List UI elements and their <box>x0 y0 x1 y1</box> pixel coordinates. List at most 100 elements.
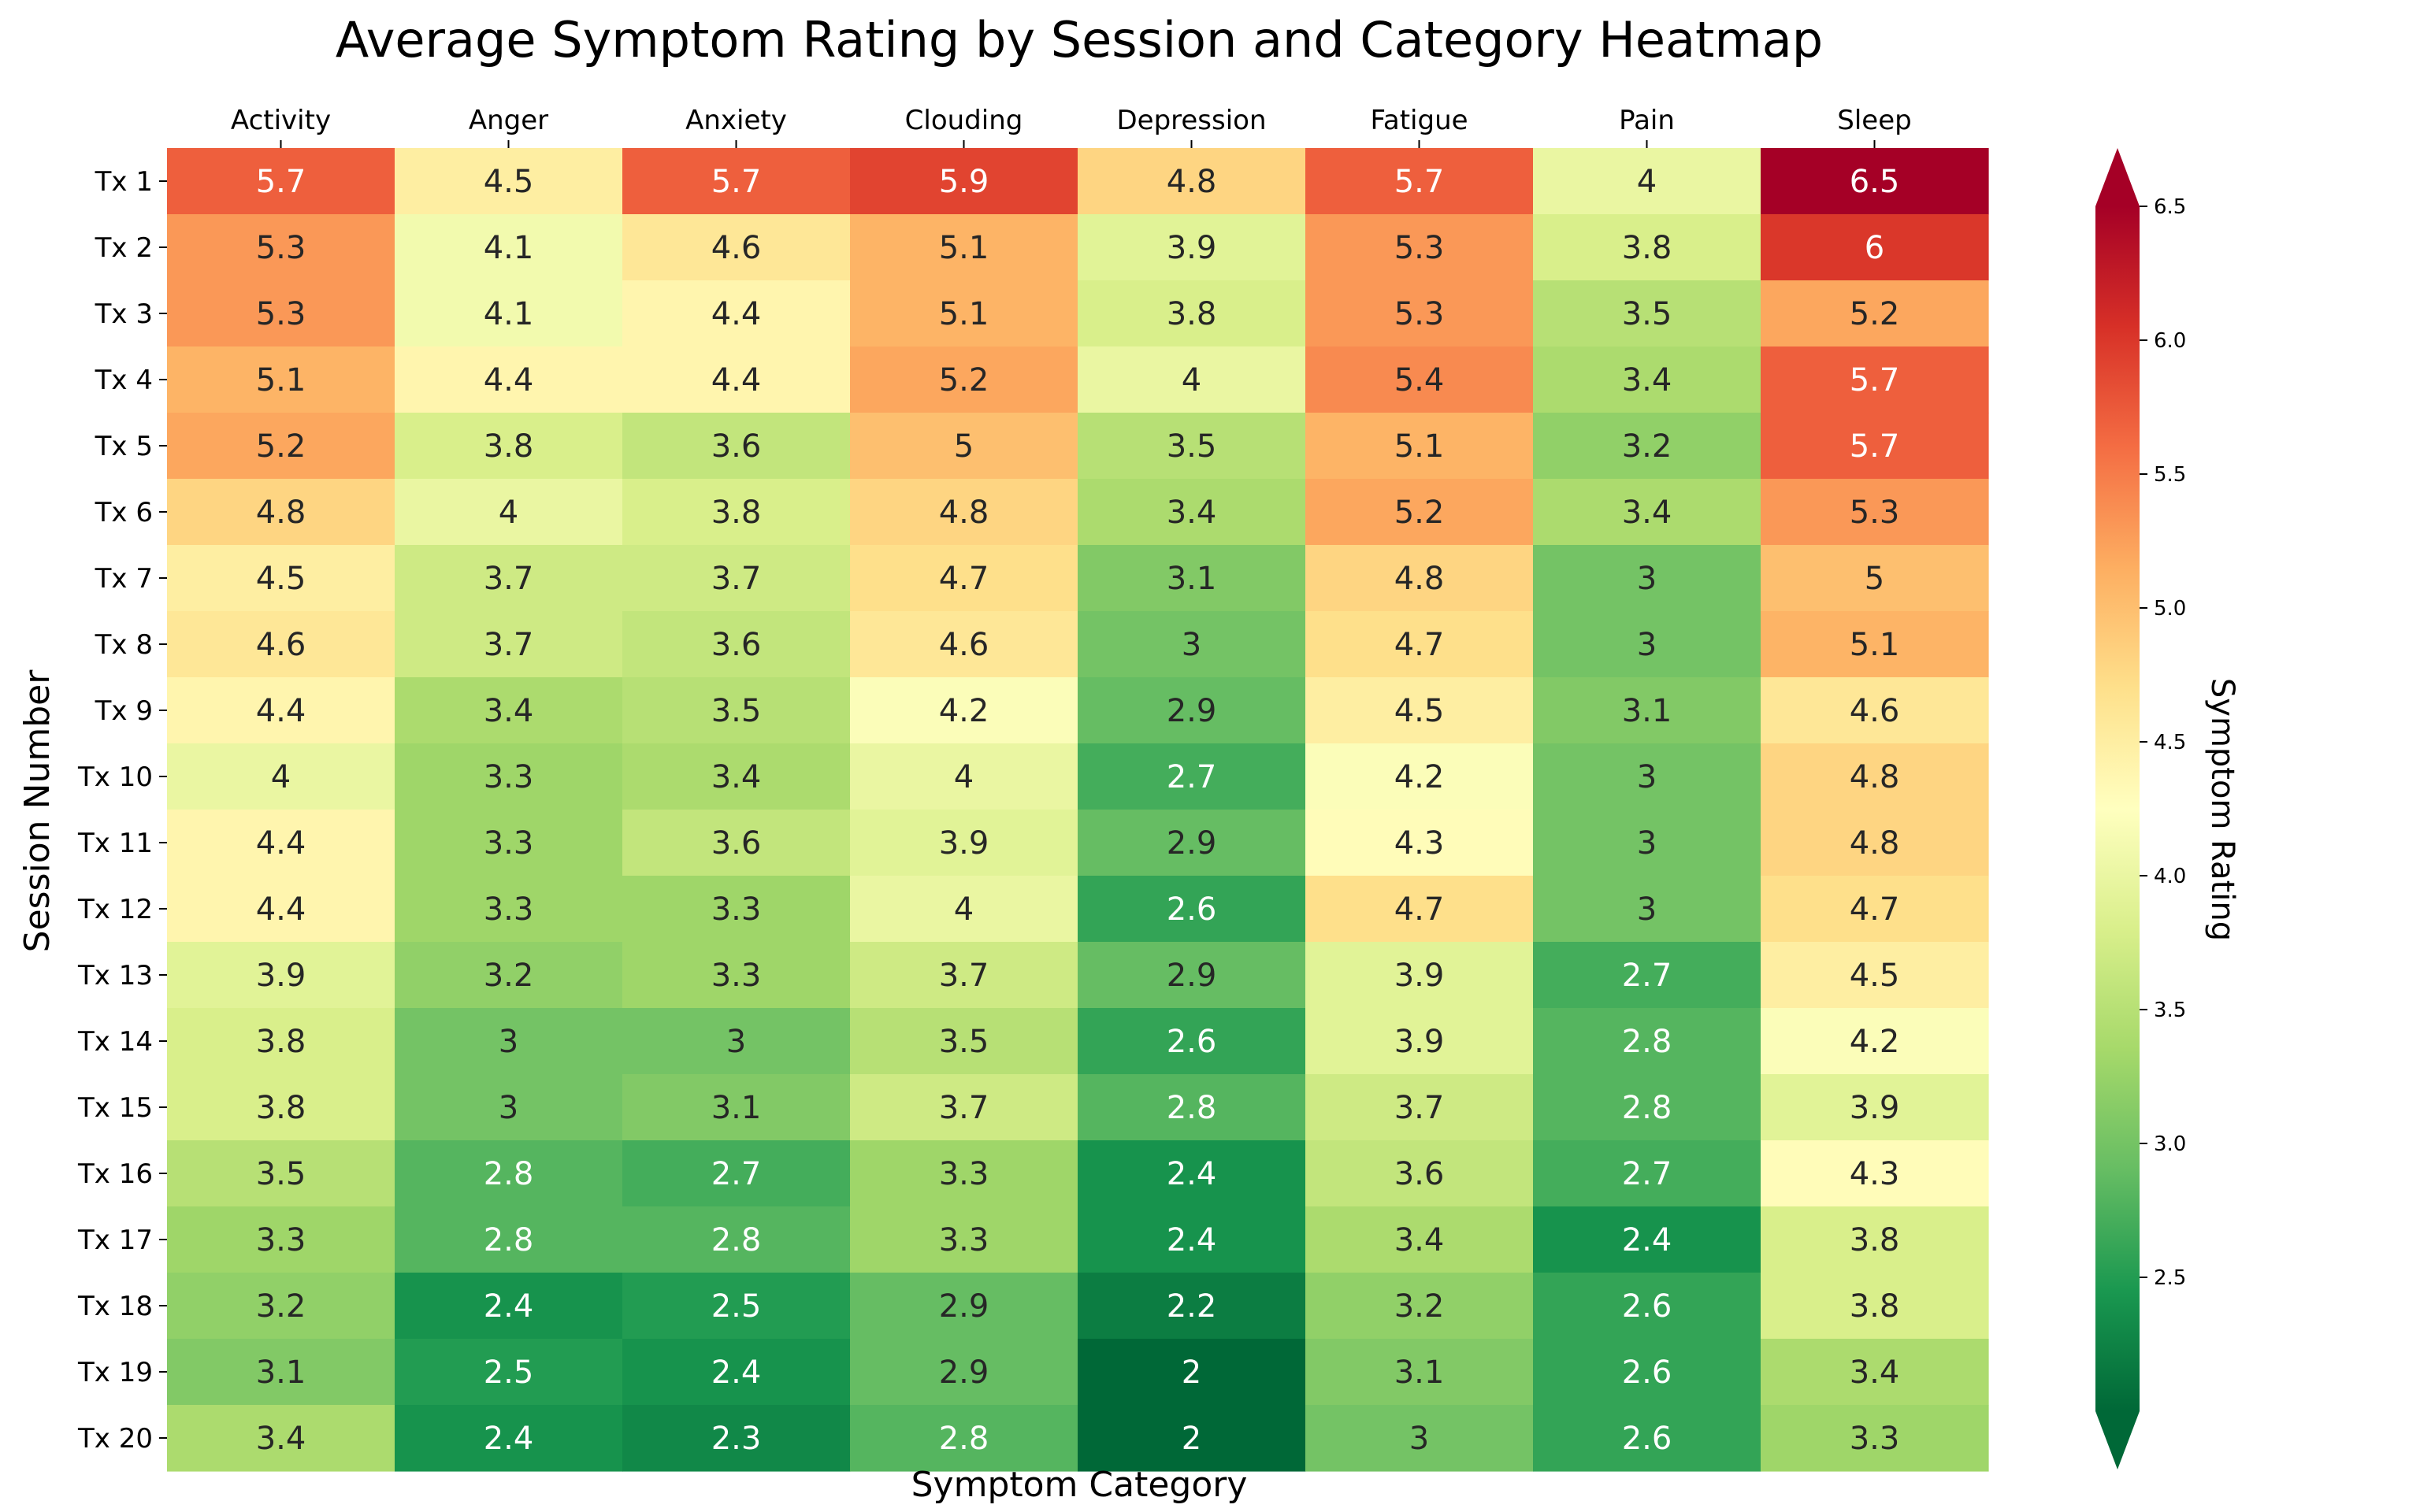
heatmap-cell <box>1761 942 1989 1009</box>
heatmap-cell-label: 3.8 <box>484 428 534 465</box>
heatmap-cell-label: 3.3 <box>484 825 534 862</box>
heatmap-cell <box>1761 479 1989 546</box>
heatmap-cell-label: 2.7 <box>1622 958 1672 994</box>
y-tick-label: Tx 4 <box>95 365 153 396</box>
heatmap-cell-label: 5.9 <box>939 164 989 200</box>
heatmap-cell-label: 5.1 <box>1850 627 1900 663</box>
heatmap-cell <box>1533 148 1761 215</box>
heatmap-cell-label: 4.5 <box>1850 958 1900 994</box>
heatmap-cell-label: 2.7 <box>1622 1156 1672 1192</box>
heatmap-cell <box>1305 1405 1534 1472</box>
heatmap-cell-label: 4 <box>954 759 974 795</box>
heatmap-cell <box>622 810 851 876</box>
heatmap-cell <box>1078 1339 1306 1406</box>
x-axis-ticks: Activity Anger Anxiety Clouding Depression Fa… <box>231 105 1912 148</box>
heatmap-cell <box>1533 1405 1761 1472</box>
heatmap-cell-label: 3.4 <box>1622 495 1672 531</box>
y-tick-label: Tx 15 <box>77 1092 153 1124</box>
heatmap-cell-label: 5.1 <box>939 296 989 332</box>
heatmap-cell <box>395 1405 623 1472</box>
heatmap-cell <box>167 876 395 943</box>
heatmap-cell <box>1533 1339 1761 1406</box>
heatmap-cell <box>850 479 1078 546</box>
heatmap-cell <box>1761 677 1989 744</box>
heatmap-cell <box>622 743 851 810</box>
heatmap-cell-label: 3.6 <box>711 825 762 862</box>
heatmap-cell <box>1533 1206 1761 1273</box>
heatmap-cell <box>1533 942 1761 1009</box>
x-tick-label: Fatigue <box>1370 105 1468 136</box>
y-tick-label: Tx 11 <box>77 828 153 859</box>
heatmap-cell-label: 3 <box>1409 1421 1429 1457</box>
heatmap-cell-label: 4.8 <box>256 495 306 531</box>
heatmap-cell <box>622 479 851 546</box>
heatmap-cell-label: 4.1 <box>484 230 534 266</box>
heatmap-cell <box>1305 1140 1534 1207</box>
heatmap-cell <box>167 743 395 810</box>
chart-title: Average Symptom Rating by Session and Ca… <box>336 11 1823 69</box>
heatmap-cell-label: 2.8 <box>484 1156 534 1192</box>
heatmap-cell-label: 5.3 <box>1850 495 1900 531</box>
heatmap-cell-label: 5.7 <box>711 164 762 200</box>
colorbar-label: Symptom Rating <box>2204 678 2240 941</box>
heatmap-cell-label: 5.3 <box>1394 230 1445 266</box>
y-tick-label: Tx 19 <box>77 1357 153 1388</box>
heatmap-cell <box>167 545 395 612</box>
y-tick-label: Tx 14 <box>77 1026 153 1058</box>
heatmap-cell <box>1305 810 1534 876</box>
heatmap-cell <box>622 876 851 943</box>
heatmap-cell-label: 3.3 <box>939 1222 989 1258</box>
heatmap-cell-label: 5.7 <box>1394 164 1445 200</box>
heatmap-cell-label: 3.6 <box>711 428 762 465</box>
heatmap-cell <box>1078 810 1306 876</box>
heatmap-cell <box>1305 346 1534 413</box>
heatmap-cell <box>1533 810 1761 876</box>
heatmap-cell-label: 3.9 <box>1394 1024 1445 1060</box>
heatmap-cell <box>395 1074 623 1141</box>
colorbar: 2.5 3.0 3.5 4.0 4.5 5.0 5.5 6.0 6.5 <box>2095 148 2186 1469</box>
heatmap-cell-label: 5.1 <box>1394 428 1445 465</box>
heatmap-cell <box>1305 1273 1534 1340</box>
heatmap-cell-label: 4.6 <box>1850 693 1900 729</box>
heatmap-cell <box>1533 677 1761 744</box>
heatmap-cell-label: 2.4 <box>484 1288 534 1325</box>
heatmap-cell-label: 3.5 <box>1167 428 1217 465</box>
heatmap-cell <box>1078 214 1306 281</box>
heatmap-cell <box>622 1339 851 1406</box>
heatmap-cell <box>850 743 1078 810</box>
heatmap-cell-label: 3.2 <box>256 1288 306 1325</box>
heatmap-cell-label: 3.4 <box>1394 1222 1445 1258</box>
colorbar-tick-label: 6.5 <box>2154 195 2186 219</box>
heatmap-cell <box>1533 1140 1761 1207</box>
heatmap-cell-label: 5.7 <box>1850 362 1900 398</box>
heatmap-cell-label: 4.8 <box>1167 164 1217 200</box>
heatmap-cell-label: 4 <box>954 891 974 928</box>
heatmap-cell <box>1305 280 1534 347</box>
heatmap-cell <box>395 1206 623 1273</box>
heatmap-cell-label: 2.6 <box>1167 891 1217 928</box>
heatmap-cell-label: 5.7 <box>1850 428 1900 465</box>
heatmap-cell <box>1761 1339 1989 1406</box>
heatmap-cell <box>1305 1074 1534 1141</box>
heatmap-cell-label: 4.5 <box>1394 693 1445 729</box>
heatmap-cell-label: 2.6 <box>1622 1421 1672 1457</box>
heatmap-cell-label: 2.5 <box>711 1288 762 1325</box>
heatmap-cell-label: 2.4 <box>1167 1222 1217 1258</box>
heatmap-cell <box>1305 413 1534 480</box>
x-axis-label: Symptom Category <box>911 1465 1248 1505</box>
heatmap-cell-label: 4.7 <box>1394 627 1445 663</box>
y-tick-label: Tx 13 <box>77 960 153 991</box>
heatmap-cell <box>1305 876 1534 943</box>
heatmap-cell-label: 4.4 <box>256 693 306 729</box>
heatmap-cell <box>850 611 1078 678</box>
heatmap-cell <box>1078 1206 1306 1273</box>
heatmap-cell <box>1078 479 1306 546</box>
heatmap-cell <box>1078 346 1306 413</box>
colorbar-tick-label: 2.5 <box>2154 1266 2186 1290</box>
heatmap-cell <box>1078 1074 1306 1141</box>
heatmap-cell-label: 2.4 <box>1167 1156 1217 1192</box>
heatmap-cell <box>167 1273 395 1340</box>
heatmap-cell-label: 2.9 <box>1167 693 1217 729</box>
heatmap-cell <box>1078 413 1306 480</box>
